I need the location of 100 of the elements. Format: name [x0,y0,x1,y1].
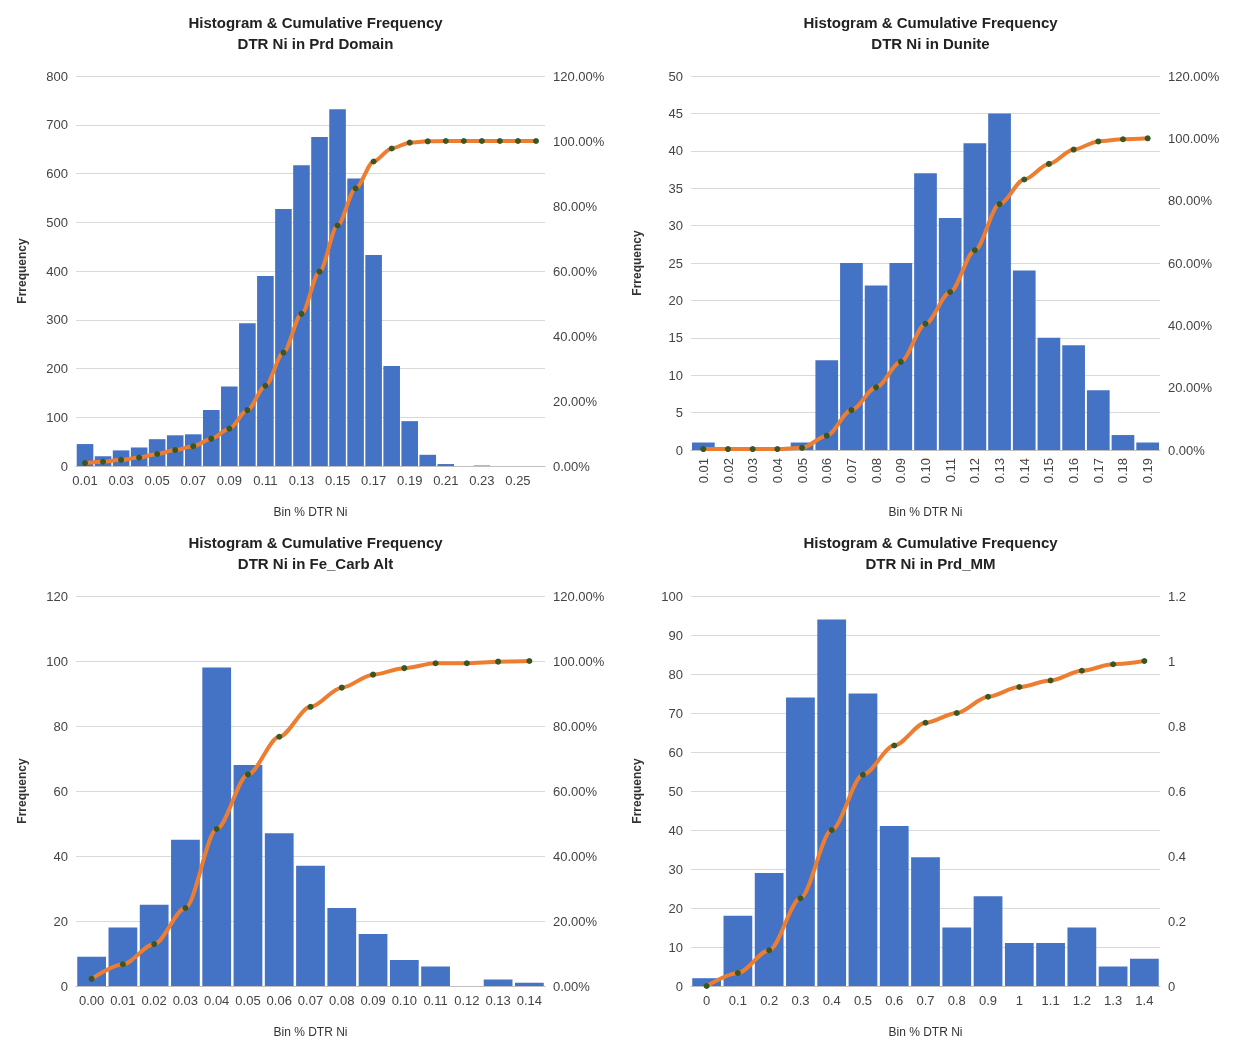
y-tick-label: 40 [53,848,68,864]
x-tick-label: 0.6 [885,993,904,1008]
bar [1004,943,1034,986]
x-tick-label: 0.03 [108,473,134,488]
y-axis-title: Frrequency [15,758,29,824]
y2-tick-label: 40.00% [1168,317,1213,333]
bar [889,263,913,450]
x-axis-title: Bin % DTR Ni [273,505,348,519]
y2-tick-label: 20.00% [553,913,598,929]
y2-tick-label: 100.00% [1168,130,1220,146]
y2-tick-label: 0.2 [1168,913,1187,929]
x-tick-label: 0.01 [110,993,136,1008]
x-tick-label: 0.19 [1140,458,1156,484]
y2-tick-label: 120.00% [553,588,605,604]
x-tick-label: 0.09 [893,458,909,484]
bar [1129,958,1159,986]
y-tick-label: 30 [668,861,683,877]
chart-subtitle: DTR Ni in Fe_Carb Alt [237,555,394,572]
bar [1111,435,1135,450]
y2-tick-label: 80.00% [1168,193,1213,209]
y-tick-label: 100 [46,653,68,669]
x-tick-label: 0.17 [360,473,387,488]
y-tick-label: 300 [46,312,68,328]
x-tick-label: 0.09 [360,993,386,1008]
x-tick-label: 0.2 [760,993,779,1008]
chart-subtitle: DTR Ni in Prd_MM [865,555,996,572]
x-tick-label: 0.25 [505,473,531,488]
bar [879,826,909,986]
y-tick-label: 20 [53,913,68,929]
x-tick-label: 0.05 [794,458,810,484]
x-tick-label: 0.18 [1115,458,1131,484]
x-tick-label: 0.17 [1090,458,1106,484]
y2-tick-label: 40.00% [553,848,598,864]
x-tick-label: 0.9 [978,993,998,1008]
bar [786,697,815,986]
bar [1037,337,1061,450]
x-tick-label: 1.1 [1041,993,1060,1008]
y-tick-label: 30 [668,218,683,234]
x-tick-label: 0.03 [172,993,199,1008]
x-tick-label: 1.4 [1135,993,1154,1008]
x-tick-label: 0.01 [72,473,98,488]
chart-title: Histogram & Cumulative Frequency [803,534,1059,551]
y-tick-label: 25 [668,255,683,271]
y2-tick-label: 0 [1168,978,1176,994]
bar [233,765,263,986]
bar [988,113,1011,450]
bar [483,979,513,986]
y2-tick-label: 20.00% [553,393,598,409]
x-tick-label: 0.16 [1066,458,1082,484]
x-tick-label: 0.21 [433,473,459,488]
y-tick-label: 70 [668,705,683,721]
x-tick-label: 0.08 [868,458,884,484]
x-tick-label: 0.09 [216,473,242,488]
y2-tick-label: 0.8 [1168,718,1187,734]
y-tick-label: 120 [46,588,68,604]
bar [139,904,169,986]
chart-title: Histogram & Cumulative Frequency [188,14,444,31]
bar [108,927,138,986]
x-tick-label: 0.4 [822,993,841,1008]
y-tick-label: 20 [668,900,683,916]
bar [1067,927,1097,986]
x-tick-label: 0.00 [78,993,105,1008]
y-tick-label: 600 [46,166,68,181]
x-tick-label: 0.04 [769,458,785,484]
x-tick-label: 0.13 [288,473,315,488]
y-axis-title: Frrequency [15,238,29,304]
bar [1098,966,1128,986]
y-tick-label: 400 [46,263,68,279]
x-tick-label: 0.14 [1016,458,1032,484]
y-tick-label: 20 [668,292,683,308]
bar [911,857,940,986]
bar [1136,442,1160,450]
y-tick-label: 0 [675,442,683,458]
x-tick-label: 0.13 [992,458,1008,484]
y-tick-label: 500 [46,214,68,230]
y-tick-label: 90 [668,627,683,643]
y2-tick-label: 0.00% [553,978,591,994]
x-tick-label: 0.05 [235,993,261,1008]
bar [973,896,1003,986]
x-tick-label: 0.7 [916,993,935,1008]
x-tick-label: 0.02 [720,458,736,484]
y-tick-label: 80 [668,666,683,682]
x-tick-label: 0.19 [397,473,423,488]
x-tick-label: 0.07 [297,993,324,1008]
y2-tick-label: 20.00% [1168,380,1213,396]
x-tick-label: 0.11 [942,458,958,483]
y2-tick-label: 80.00% [553,198,598,214]
chart-subtitle: DTR Ni in Prd Domain [237,35,394,52]
bar [754,872,784,986]
y-tick-label: 800 [46,68,68,84]
x-tick-label: 0.8 [947,993,966,1008]
y2-tick-label: 0.4 [1168,848,1187,864]
bar [171,839,200,986]
x-tick-label: 0 [703,993,711,1008]
bar [723,915,753,986]
chart-title: Histogram & Cumulative Frequency [803,14,1059,31]
bar [421,966,450,986]
y-tick-label: 10 [668,939,683,955]
bar [1062,345,1085,450]
x-axis-title: Bin % DTR Ni [888,1025,963,1039]
